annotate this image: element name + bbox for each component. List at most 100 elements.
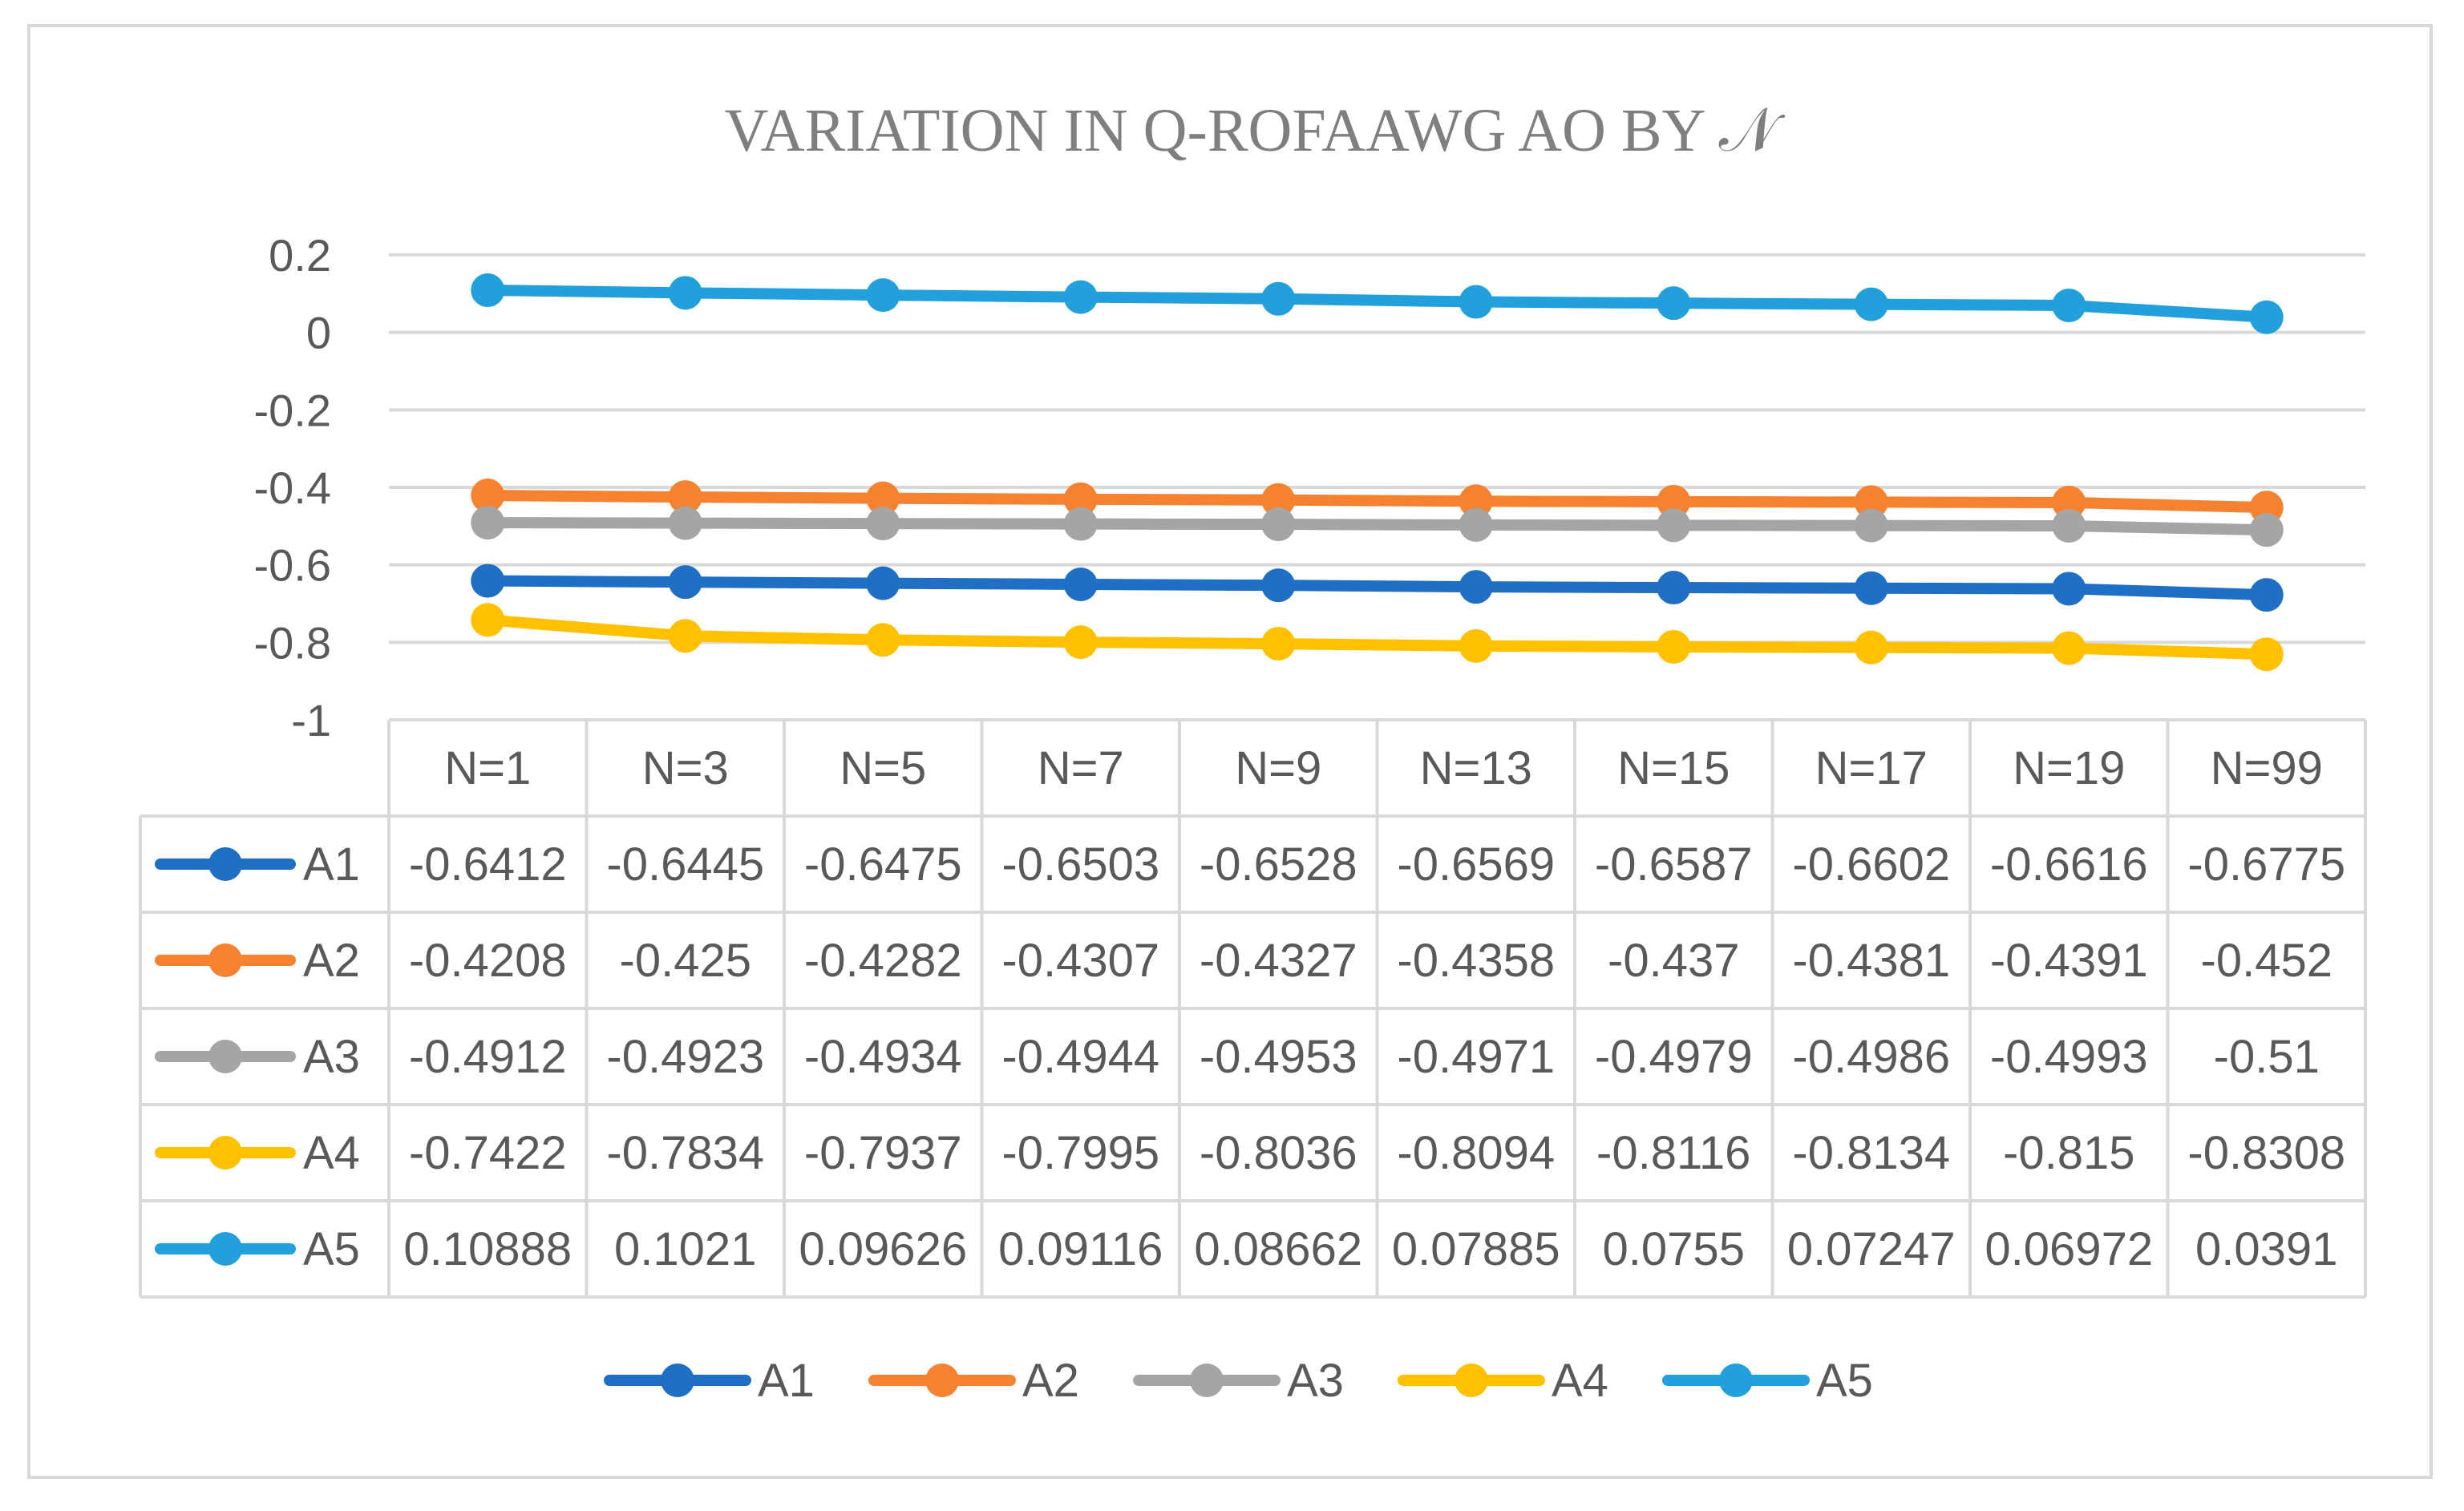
data-point (1854, 485, 1888, 519)
table-cell-value: 0.06972 (1985, 1223, 2153, 1275)
chart-frame (27, 24, 2433, 1479)
data-point (1261, 627, 1296, 661)
x-category-label: N=1 (444, 742, 531, 794)
table-cell-value: -0.7937 (804, 1127, 962, 1179)
data-point (1854, 630, 1888, 665)
y-tick-label: -1 (291, 695, 331, 745)
legend-label: A4 (1552, 1355, 1608, 1407)
data-point (471, 564, 505, 598)
table-cell-value: -0.8094 (1397, 1127, 1555, 1179)
table-cell-value: -0.7995 (1001, 1127, 1159, 1179)
table-cell-value: 0.09116 (998, 1223, 1163, 1275)
legend-label: A1 (758, 1355, 815, 1407)
table-cell-value: -0.4986 (1792, 1031, 1950, 1083)
row-series-label: A3 (303, 1031, 360, 1083)
data-point (1459, 507, 1493, 542)
x-category-label: N=13 (1420, 742, 1532, 794)
data-point (2249, 637, 2284, 672)
series-line (482, 517, 2272, 536)
data-point (2052, 508, 2086, 543)
legend-label: A5 (1816, 1355, 1873, 1407)
data-point (1657, 571, 1691, 605)
data-point (1854, 287, 1888, 321)
table-cell-value: -0.4953 (1200, 1031, 1357, 1083)
data-point (1459, 484, 1493, 519)
legend-key-marker (661, 1364, 694, 1397)
table-cell-value: -0.6587 (1595, 838, 1753, 891)
table-cell-value: -0.7422 (409, 1127, 567, 1179)
data-point (1657, 286, 1691, 321)
table-cell-value: -0.4282 (804, 935, 962, 987)
legend-item-A5: A5 (1662, 1355, 1873, 1407)
y-tick-label: -0.4 (254, 463, 332, 513)
data-table: N=1 N=3 N=5 N=7 N=9 N=13 N=15 N=17 N=19 N=99 A1 -0.… (139, 718, 2367, 1299)
row-key-marker (208, 847, 242, 881)
table-cell-value: -0.815 (2003, 1127, 2134, 1179)
x-category-label: N=19 (2013, 742, 2125, 794)
series-line (482, 490, 2272, 514)
y-tick-label: 0 (306, 308, 331, 358)
data-point (2249, 300, 2284, 334)
legend-key-marker (1719, 1364, 1753, 1397)
table-cell-value: -0.6503 (1001, 838, 1159, 891)
table-cell-value: -0.452 (2201, 935, 2333, 987)
data-point (1459, 628, 1493, 663)
series-A5 (471, 273, 2284, 334)
y-axis-ticks: 0.2 0 -0.2 -0.4 -0.6 -0.8 -1 (254, 230, 332, 745)
y-tick-label: -0.6 (254, 540, 332, 591)
row-series-label: A1 (303, 838, 360, 891)
row-series-label: A2 (303, 935, 360, 987)
table-cell-value: -0.51 (2214, 1031, 2320, 1083)
data-point (471, 479, 505, 513)
data-point (866, 623, 900, 657)
legend-label: A2 (1022, 1355, 1079, 1407)
data-point (1657, 484, 1691, 519)
table-cell-value: -0.8116 (1596, 1127, 1750, 1179)
table-cell-value: -0.6412 (409, 838, 567, 891)
data-point (1261, 568, 1296, 603)
table-cell-value: -0.4307 (1001, 935, 1159, 987)
series-A1 (471, 564, 2284, 612)
table-cell-value: -0.6445 (606, 838, 764, 891)
data-point (1063, 625, 1098, 660)
x-category-label: N=7 (1038, 742, 1124, 794)
data-point (1854, 571, 1888, 605)
series-lines (471, 273, 2284, 672)
table-cell-value: -0.4993 (1990, 1031, 2148, 1083)
legend-key-marker (1455, 1364, 1488, 1397)
data-point (1261, 281, 1296, 316)
table-cell-value: -0.6528 (1200, 838, 1357, 891)
data-point (1063, 482, 1098, 516)
y-tick-label: -0.2 (254, 385, 332, 435)
legend-item-A1: A1 (604, 1355, 815, 1407)
table-cell-value: -0.4391 (1990, 935, 2148, 987)
data-point (668, 276, 702, 310)
table-cell-value: -0.4944 (1001, 1031, 1159, 1083)
table-cell-value: -0.8308 (2187, 1127, 2345, 1179)
table-cell-value: -0.425 (620, 935, 751, 987)
legend: A1 A2 A3 A4 A5 (604, 1355, 1873, 1407)
data-point (471, 506, 505, 540)
data-point (866, 481, 900, 515)
table-cell-value: 0.1021 (614, 1223, 756, 1275)
series-line (482, 614, 2272, 661)
table-cell-value: -0.4381 (1792, 935, 1950, 987)
series-A2 (471, 479, 2284, 525)
data-point (2052, 631, 2086, 665)
data-point (471, 603, 505, 637)
x-category-label: N=99 (2211, 742, 2323, 794)
data-point (2052, 485, 2086, 519)
row-key-marker (208, 943, 242, 977)
table-cell-value: 0.0391 (2195, 1223, 2337, 1275)
table-cell-value: -0.6616 (1990, 838, 2148, 891)
table-cell-value: -0.4912 (409, 1031, 567, 1083)
x-category-label: N=15 (1617, 742, 1730, 794)
data-point (1063, 567, 1098, 601)
series-line (482, 575, 2272, 601)
series-A3 (471, 506, 2284, 547)
legend-key-marker (1190, 1364, 1224, 1397)
x-category-label: N=17 (1815, 742, 1928, 794)
data-point (1063, 507, 1098, 541)
table-cell-value: -0.4208 (409, 935, 567, 987)
